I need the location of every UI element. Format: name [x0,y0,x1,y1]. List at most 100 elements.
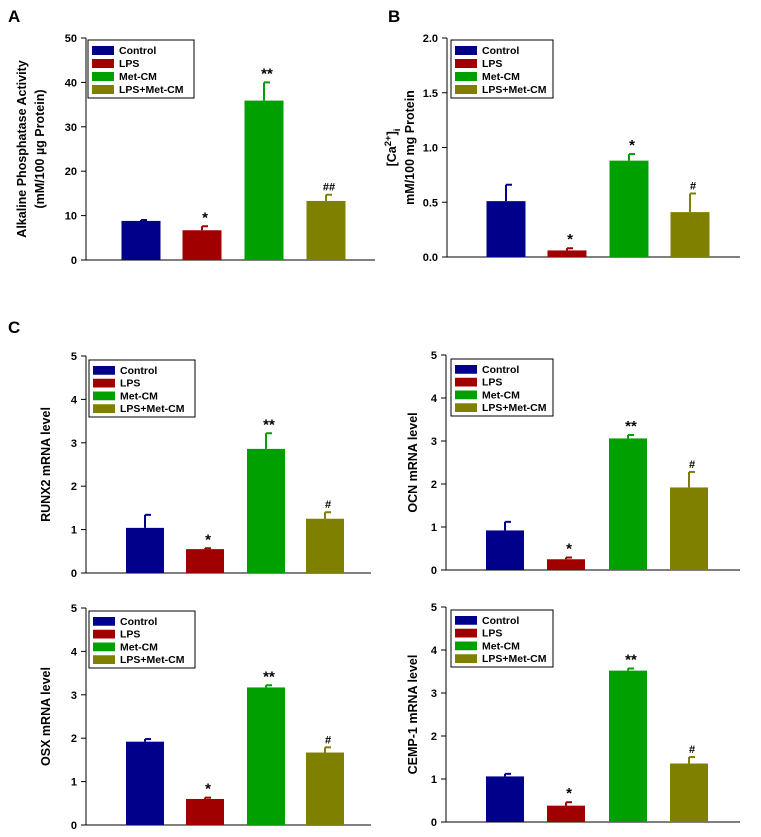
y-axis-label: CEMP-1 mRNA level [406,655,420,775]
significance-label: ** [261,65,273,82]
y-tick-label: 1 [431,522,437,534]
legend-entry: Control [120,616,157,628]
y-tick-label: 0 [71,820,77,832]
y-tick-label: 4 [71,394,78,406]
panel-letter-a: A [8,7,20,26]
significance-label: * [629,137,635,154]
legend-entry: LPS+Met-CM [482,653,547,665]
legend-entry: Control [482,45,519,57]
y-axis-label: RUNX2 mRNA level [39,407,53,522]
y-axis-label: OCN mRNA level [406,412,420,512]
legend-entry: Met-CM [482,640,520,652]
y-tick-label: 0 [431,565,437,577]
bar-control [486,530,524,570]
bar-met-cm [247,448,285,573]
y-axis-label: [Ca2+]i [383,129,403,167]
y-tick-label: 0 [71,568,77,580]
bar-met-cm [244,100,284,260]
legend-swatch [455,46,477,55]
legend-entry: LPS+Met-CM [482,84,547,96]
legend-entry: LPS+Met-CM [120,403,185,415]
significance-label: # [325,734,331,746]
legend-entry: LPS+Met-CM [119,84,184,96]
bar-lps [186,798,224,825]
bar-control [486,201,526,257]
legend-entry: Control [482,364,519,376]
legend-swatch [93,391,115,401]
legend-entry: Control [120,365,157,377]
y-tick-label: 2 [431,731,437,743]
y-tick-label: 3 [431,436,437,448]
significance-label: # [689,459,695,471]
bar-control [486,776,524,822]
y-tick-label: 5 [71,351,77,363]
legend-swatch [93,629,115,639]
significance-label: # [690,180,696,192]
y-tick-label: 3 [71,690,77,702]
y-tick-label: 0 [71,255,77,267]
y-axis-label: Alkaline Phosphatase Activity [15,60,29,237]
bar-lps-met-cm [670,487,708,570]
significance-label: ** [625,418,637,435]
significance-label: # [325,499,331,511]
y-tick-label: 2 [71,733,77,745]
y-tick-label: 1 [71,777,77,789]
y-tick-label: 2.0 [423,33,438,45]
significance-label: ** [263,668,275,685]
y-axis-label-line2: (mM/100 µg Protein) [33,89,47,208]
panel-letter-b: B [388,7,400,26]
legend-entry: Met-CM [120,641,158,653]
y-axis-label-line2: mM/100 mg Protein [403,90,417,205]
legend-swatch [455,654,477,663]
legend-entry: LPS [482,58,502,70]
bar-met-cm [609,670,647,822]
bar-lps [186,549,224,573]
legend-entry: Met-CM [120,390,158,402]
y-tick-label: 5 [431,350,437,362]
legend-swatch [93,655,115,664]
y-tick-label: 40 [65,77,77,89]
y-tick-label: 5 [431,602,437,614]
y-tick-label: 0 [431,817,437,829]
y-axis-label: OSX mRNA level [39,667,53,766]
y-tick-label: 4 [431,645,438,657]
y-tick-label: 1.0 [423,143,438,155]
y-tick-label: 2 [431,479,437,491]
legend-swatch [455,377,477,387]
y-tick-label: 50 [65,33,77,45]
legend-swatch [455,365,477,374]
legend-entry: Met-CM [482,71,520,83]
significance-label: * [566,541,572,558]
legend-swatch [93,378,115,388]
bar-met-cm [609,160,649,257]
significance-label: ## [323,182,335,194]
y-tick-label: 10 [65,211,77,223]
bar-met-cm [247,687,285,825]
significance-label: # [689,744,695,756]
y-tick-label: 4 [431,393,438,405]
y-tick-label: 4 [71,646,78,658]
legend-swatch [455,403,477,412]
y-tick-label: 1 [431,774,437,786]
y-tick-label: 1 [71,525,77,537]
legend-swatch [92,72,114,81]
significance-label: ** [263,416,275,433]
bar-control [126,527,164,573]
y-tick-label: 1.5 [423,88,438,100]
y-tick-label: 2 [71,481,77,493]
legend-swatch [455,85,477,94]
bar-lps-met-cm [306,752,344,825]
legend-swatch [93,366,115,375]
legend-entry: LPS [119,58,139,70]
bar-lps-met-cm [670,763,708,822]
chart-c-runx2: 012345***#ControlLPSMet-CMLPS+Met-CMRUNX… [39,351,371,580]
y-tick-label: 5 [71,603,77,615]
significance-label: * [202,209,208,226]
bar-lps [547,250,587,257]
